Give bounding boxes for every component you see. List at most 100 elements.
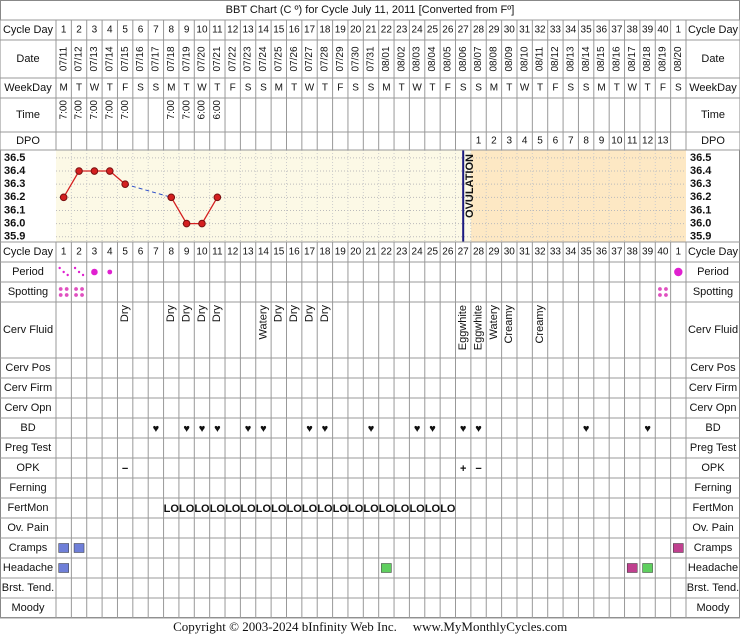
weekday-cell: S (675, 83, 682, 94)
cycle-day-cell: 19 (335, 247, 347, 258)
cycle-day-cell: 27 (458, 247, 470, 258)
cycle_day-cell: 35 (581, 25, 593, 36)
cycle-day-cell: 33 (550, 247, 562, 258)
symbol-cell: ♥ (245, 423, 252, 435)
cycle-day-cell: 8 (168, 247, 174, 258)
spotting-dot (73, 286, 79, 292)
y-tick-label: 36.4 (690, 165, 712, 177)
cycle-day-cell: 26 (442, 247, 454, 258)
y-tick-label: 36.5 (690, 152, 711, 164)
cycle_day-cell: 12 (227, 25, 239, 36)
cycle-day-cell: 29 (488, 247, 500, 258)
chart-bg (56, 150, 471, 242)
period-dot (62, 270, 65, 274)
date-cell: 08/16 (611, 46, 622, 71)
cycle-day-cell: 7 (153, 247, 159, 258)
weekday-cell: S (567, 83, 574, 94)
weekday-cell: F (337, 83, 343, 94)
cycle_day-cell: 33 (550, 25, 562, 36)
y-tick-label: 36.5 (4, 152, 25, 164)
date-cell: 08/05 (442, 46, 453, 71)
date-cell: 08/11 (535, 46, 546, 71)
symbol-cell: LO (164, 503, 180, 515)
symptom-mark (642, 563, 653, 573)
dpo-cell: 4 (522, 136, 528, 147)
cycle_day-cell: 21 (365, 25, 377, 36)
weekday-cell: M (382, 83, 390, 94)
cycle_day-cell: 15 (273, 25, 285, 36)
date-cell: 07/30 (350, 46, 361, 71)
symptom-mark (58, 563, 69, 573)
date-cell: 07/22 (227, 46, 238, 71)
fluid-cell: Dry (119, 305, 131, 323)
symbol-cell: LO (240, 503, 256, 515)
symptom-mark (381, 563, 392, 573)
cycle-day-cell: 22 (381, 247, 393, 258)
cycle_day-cell: 39 (642, 25, 654, 36)
symbol-cell: LO (179, 503, 195, 515)
symbol-cell: LO (394, 503, 410, 515)
cycle_day-cell: 37 (611, 25, 623, 36)
weekday-cell: W (520, 83, 530, 94)
symbol-cell: LO (440, 503, 456, 515)
weekday-cell: T (537, 83, 543, 94)
spotting-dot (663, 292, 669, 298)
time-cell: 7:00 (181, 100, 192, 120)
header-row (0, 132, 740, 150)
row-label: Cramps (9, 542, 48, 554)
fluid-cell: Dry (211, 305, 223, 323)
dpo-cell: 6 (553, 136, 559, 147)
temp-line (170, 196, 218, 225)
row-label: Cerv Fluid (688, 324, 738, 336)
cycle-day-cell: 1 (676, 247, 682, 258)
cycle_day-cell: 20 (350, 25, 362, 36)
row-label: DPO (16, 135, 40, 147)
y-tick-label: 36.3 (4, 178, 25, 190)
cycle-day-cell: 5 (122, 247, 128, 258)
symbol-cell: ♥ (429, 423, 436, 435)
weekday-cell: T (614, 83, 620, 94)
date-cell: 08/04 (427, 46, 438, 71)
period-dot (58, 266, 61, 270)
date-cell: 07/12 (74, 46, 85, 71)
temp-point (167, 193, 176, 202)
date-cell: 08/03 (412, 46, 423, 71)
fluid-cell: Watery (257, 305, 269, 340)
cycle_day-cell: 31 (519, 25, 531, 36)
cycle_day-cell: 5 (122, 25, 128, 36)
row-label: Cycle Day (688, 24, 739, 36)
weekday-cell: S (153, 83, 160, 94)
date-cell: 08/07 (473, 46, 484, 71)
weekday-cell: S (352, 83, 359, 94)
date-cell: 07/28 (320, 46, 331, 71)
row-label: Ov. Pain (692, 522, 733, 534)
weekday-cell: M (167, 83, 175, 94)
row-label: Brst. Tend. (2, 582, 54, 594)
cycle_day-cell: 13 (243, 25, 255, 36)
weekday-cell: S (368, 83, 375, 94)
weekday-cell: W (412, 83, 422, 94)
cycle_day-cell: 40 (657, 25, 669, 36)
fluid-cell: Creamy (503, 305, 515, 344)
weekday-cell: F (660, 83, 666, 94)
fluid-cell: Eggwhite (472, 305, 484, 350)
weekday-cell: T (107, 83, 113, 94)
cycle-day-cell: 24 (412, 247, 424, 258)
row-label: Headache (3, 562, 53, 574)
row-label: WeekDay (4, 82, 52, 94)
symbol-cell: LO (210, 503, 226, 515)
temp-point (198, 219, 206, 228)
weekday-cell: F (445, 83, 451, 94)
cycle_day-cell: 34 (565, 25, 577, 36)
temp-point (121, 180, 129, 188)
symbol-cell: LO (317, 503, 333, 515)
row-label: Time (16, 109, 40, 121)
cycle_day-cell: 24 (412, 25, 424, 36)
y-tick-label: 36.1 (690, 204, 711, 216)
symbol-cell: LO (333, 503, 349, 515)
cycle-day-cell: 40 (657, 247, 669, 258)
row-label: Cerv Fluid (3, 324, 53, 336)
cycle_day-cell: 2 (76, 25, 82, 36)
dpo-cell: 9 (599, 136, 605, 147)
cycle-day-cell: 3 (92, 247, 98, 258)
